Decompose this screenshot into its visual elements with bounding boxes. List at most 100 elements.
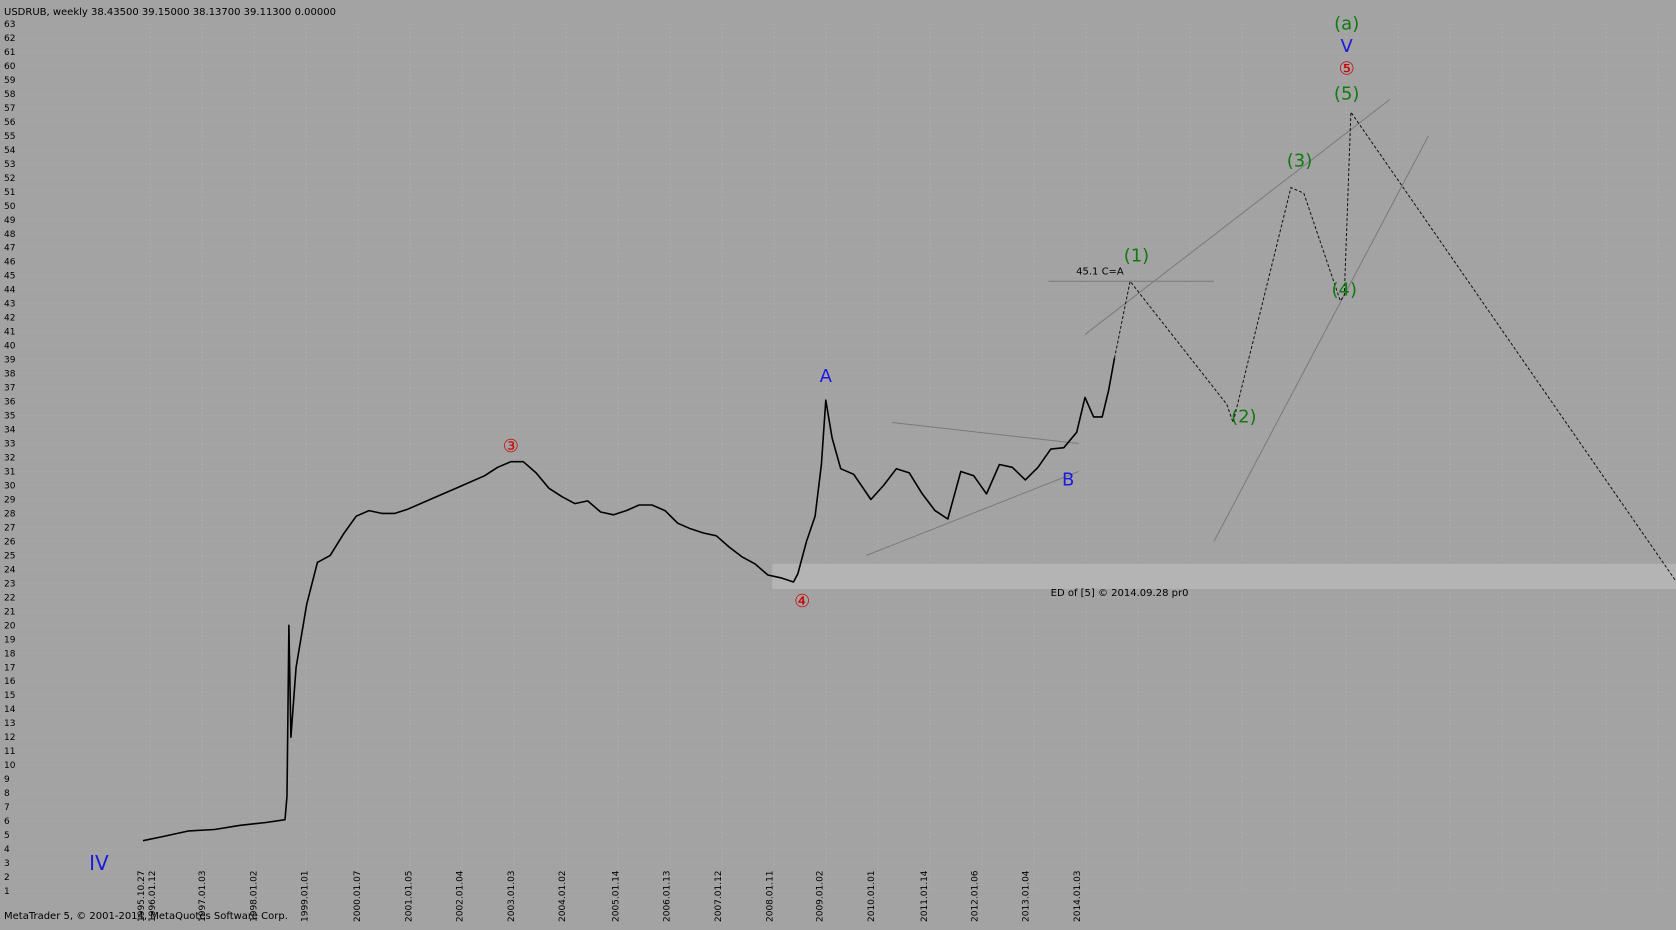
chart-header: USDRUB, weekly 38.43500 39.15000 38.1370… (4, 7, 336, 18)
y-tick-label: 33 (4, 440, 15, 450)
x-tick-label: 1998.01.02 (249, 870, 259, 922)
y-tick-label: 24 (4, 565, 16, 575)
y-tick-label: 36 (4, 398, 16, 408)
y-tick-label: 46 (4, 258, 16, 268)
wave-label: (3) (1287, 151, 1313, 172)
x-tick-label: 2000.01.07 (353, 870, 363, 922)
y-tick-label: 49 (4, 216, 16, 226)
y-tick-label: 21 (4, 607, 15, 617)
projected-wave-path (1114, 110, 1676, 583)
y-tick-label: 17 (4, 663, 15, 673)
x-tick-label: 2003.01.03 (507, 870, 517, 922)
triangle-lower-line (866, 471, 1079, 556)
y-tick-label: 5 (4, 831, 10, 841)
y-tick-label: 11 (4, 747, 15, 757)
x-tick-label: 1996.01.12 (148, 870, 158, 922)
y-tick-label: 34 (4, 426, 16, 436)
y-tick-label: 8 (4, 789, 10, 799)
y-tick-label: 50 (4, 202, 16, 212)
y-tick-label: 52 (4, 174, 15, 184)
y-tick-label: 55 (4, 132, 15, 142)
y-tick-label: 2 (4, 873, 10, 883)
y-tick-label: 9 (4, 775, 10, 785)
projection-path (1114, 110, 1676, 583)
y-axis-labels: 1234567891011121314151617181920212223242… (4, 20, 16, 897)
channel-upper-line (1084, 99, 1391, 335)
y-tick-label: 44 (4, 286, 16, 296)
y-tick-label: 28 (4, 509, 16, 519)
y-tick-label: 48 (4, 230, 16, 240)
x-tick-label: 2005.01.14 (611, 870, 621, 922)
y-tick-label: 57 (4, 104, 15, 114)
y-tick-label: 19 (4, 635, 16, 645)
y-tick-label: 43 (4, 300, 15, 310)
y-tick-label: 35 (4, 412, 15, 422)
grid-lines (18, 23, 1676, 892)
y-tick-label: 12 (4, 733, 15, 743)
y-tick-label: 41 (4, 328, 15, 338)
y-tick-label: 38 (4, 370, 16, 380)
y-tick-label: 20 (4, 621, 16, 631)
wave-label: (2) (1231, 407, 1257, 428)
y-tick-label: 18 (4, 649, 16, 659)
y-tick-label: 4 (4, 845, 10, 855)
x-tick-label: 2004.01.02 (558, 870, 568, 922)
x-tick-label: 2006.01.13 (663, 870, 673, 922)
x-tick-label: 1995.10.27 (137, 870, 147, 922)
x-tick-label: 1999.01.01 (301, 870, 311, 922)
y-tick-label: 32 (4, 454, 15, 464)
y-tick-label: 61 (4, 48, 15, 58)
wave-label: V (1341, 36, 1354, 57)
x-tick-label: 2009.01.02 (816, 870, 826, 922)
copyright: MetaTrader 5, © 2001-2014, MetaQuotes So… (4, 911, 288, 922)
y-tick-label: 58 (4, 90, 16, 100)
wave-label: (4) (1332, 279, 1358, 300)
y-tick-label: 30 (4, 481, 16, 491)
y-tick-label: 22 (4, 593, 15, 603)
y-tick-label: 53 (4, 160, 15, 170)
x-tick-label: 2007.01.12 (714, 870, 724, 922)
wave-label: ③ (503, 436, 519, 457)
x-tick-label: 1997.01.03 (198, 870, 208, 922)
wave-labels: ③ ④ A B (1) (2) (3) (4) (5) ⑤V(a) (503, 14, 1360, 613)
y-tick-label: 25 (4, 551, 15, 561)
y-tick-label: 63 (4, 20, 15, 30)
channel-lower-line (1213, 135, 1429, 542)
y-tick-label: 45 (4, 272, 15, 282)
y-tick-label: 13 (4, 719, 15, 729)
price-line (142, 358, 1116, 842)
y-tick-label: 14 (4, 705, 16, 715)
y-tick-label: 15 (4, 691, 15, 701)
y-tick-label: 54 (4, 146, 16, 156)
wave-label: ④ (794, 591, 810, 612)
wave-label: A (820, 366, 833, 387)
annotation-text: 45.1 C=A (1076, 266, 1124, 277)
y-tick-label: 23 (4, 579, 15, 589)
support-zone (772, 563, 1676, 589)
y-tick-label: 3 (4, 859, 10, 869)
y-tick-label: 27 (4, 523, 15, 533)
support-zone-band (772, 563, 1676, 589)
chart-annotations: 45.1 C=A ED of [5] © 2014.09.28 pr0 IV (89, 266, 1188, 875)
y-tick-label: 1 (4, 887, 10, 897)
y-tick-label: 37 (4, 384, 15, 394)
y-tick-label: 47 (4, 244, 15, 254)
x-tick-label: 2013.01.04 (1022, 870, 1032, 922)
annotation-text: ED of [5] © 2014.09.28 pr0 (1051, 588, 1189, 599)
y-tick-label: 40 (4, 342, 16, 352)
price-series (142, 358, 1116, 842)
wave-label: (a) (1334, 14, 1359, 35)
x-tick-label: 2008.01.11 (765, 870, 775, 922)
y-tick-label: 51 (4, 188, 15, 198)
y-tick-label: 31 (4, 467, 15, 477)
y-tick-label: 26 (4, 537, 16, 547)
wave-label: IV (89, 851, 109, 875)
x-tick-label: 2014.01.03 (1073, 870, 1083, 922)
y-tick-label: 16 (4, 677, 16, 687)
y-tick-label: 29 (4, 495, 16, 505)
wave-label: (5) (1334, 84, 1360, 105)
triangle-upper-line (892, 422, 1079, 445)
y-tick-label: 39 (4, 356, 16, 366)
wave-channel-lines (866, 99, 1429, 556)
